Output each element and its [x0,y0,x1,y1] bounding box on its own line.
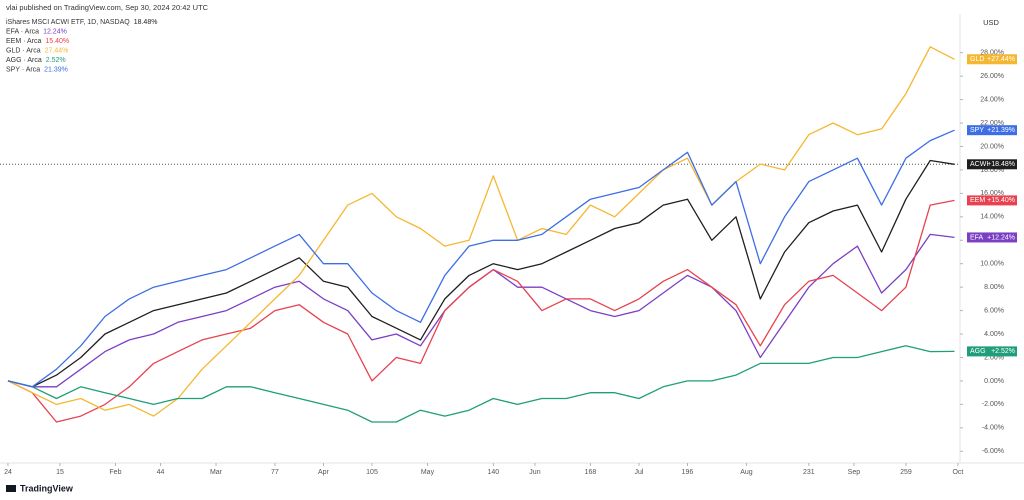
y-tick-label: 28.00% [980,50,1004,57]
x-tick-label: Oct [952,469,963,476]
badge-value: +12.24% [987,234,1015,241]
legend-entry: iShares MSCI ACWI ETF, 1D, NASDAQ 18.48% [6,19,157,26]
logo-mark [6,485,16,492]
y-tick-label: 22.00% [980,120,1004,127]
y-tick-label: 20.00% [980,143,1004,150]
x-tick-label: Jun [529,469,540,476]
series-line [7,345,955,423]
x-tick-label: 231 [803,469,815,476]
legend-entry: EFA · Arca 12.24% [6,28,67,35]
legend-entry: SPY · Arca 21.39% [6,66,68,73]
legend-value: 2.52% [46,57,66,64]
badge-value: +15.40% [987,197,1015,204]
last-value-badge: EEM +15.40% [967,195,1017,206]
x-tick-label: May [421,469,435,476]
legend-value: 18.48% [134,19,158,26]
y-tick-label: 24.00% [980,96,1004,103]
y-tick-label: 2.00% [984,354,1004,361]
brand: TradingView [20,483,74,493]
x-tick-label: Apr [318,469,330,476]
series-line [7,199,955,423]
legend-entry: GLD · Arca 27.44% [6,47,68,54]
y-tick-label: 4.00% [984,331,1004,338]
last-value-badge: GLD +27.44% [967,54,1017,65]
x-tick-label: Aug [740,469,753,476]
y-tick-label: -4.00% [982,425,1004,432]
badge-name: SPY [970,127,984,134]
x-tick-label: 105 [366,469,378,476]
badge-background [967,346,1017,357]
legend-label: EFA · Arca [6,28,39,35]
legend-value: 15.40% [45,38,69,45]
last-value-badge: AGG +2.52% [967,346,1017,357]
legend-label: SPY · Arca [6,66,40,73]
legend-label: EEM · Arca [6,38,42,45]
y-tick-label: 0.00% [984,378,1004,385]
y-tick-label: 10.00% [980,261,1004,268]
badge-name: AGG [970,348,986,355]
badge-background [967,125,1017,136]
legend-value: 12.24% [43,28,67,35]
badge-background [967,232,1017,243]
legend-label: GLD · Arca [6,47,41,54]
x-tick-label: Jul [634,469,643,476]
badge-value: +18.48% [987,161,1015,168]
y-tick-label: 16.00% [980,190,1004,197]
series-line [7,159,955,388]
badge-value: +2.52% [991,348,1015,355]
legend-value: 21.39% [44,66,68,73]
x-tick-label: 77 [271,469,279,476]
x-tick-label: 196 [682,469,694,476]
y-tick-label: -2.00% [982,401,1004,408]
series-line [7,46,955,417]
x-tick-label: Sep [848,469,861,476]
y-tick-label: 6.00% [984,307,1004,314]
series-line [7,129,955,388]
currency: USD [983,18,999,27]
legend-label: iShares MSCI ACWI ETF, 1D, NASDAQ [6,19,130,26]
badge-background [967,159,1017,170]
badge-background [967,54,1017,65]
badge-background [967,195,1017,206]
y-tick-label: 26.00% [980,73,1004,80]
legend-label: AGG · Arca [6,57,42,64]
badge-value: +27.44% [987,56,1015,63]
x-tick-label: 15 [56,469,64,476]
last-value-badge: SPY +21.39% [967,125,1017,136]
y-tick-label: 14.00% [980,214,1004,221]
x-tick-label: 140 [488,469,500,476]
x-tick-label: Mar [210,469,223,476]
x-tick-label: 259 [900,469,912,476]
badge-name: GLD [970,56,984,63]
legend-entry: EEM · Arca 15.40% [6,38,69,45]
badge-name: ACWI [970,161,988,168]
x-tick-label: 24 [4,469,12,476]
badge-name: EFA [970,234,984,241]
last-value-badge: EFA +12.24% [967,232,1017,243]
x-tick-label: Feb [109,469,121,476]
last-value-badge: ACWI+18.48% [967,159,1017,170]
x-tick-label: 44 [157,469,165,476]
legend-entry: AGG · Arca 2.52% [6,57,66,64]
badge-value: +21.39% [987,127,1015,134]
x-tick-label: 168 [585,469,597,476]
y-tick-label: -6.00% [982,448,1004,455]
y-tick-label: 8.00% [984,284,1004,291]
legend-value: 27.44% [45,47,69,54]
y-tick-label: 18.00% [980,167,1004,174]
brand-logo: TradingView [6,483,74,493]
published-note: vlai published on TradingView.com, Sep 3… [6,3,209,12]
badge-name: EEM [970,197,985,204]
